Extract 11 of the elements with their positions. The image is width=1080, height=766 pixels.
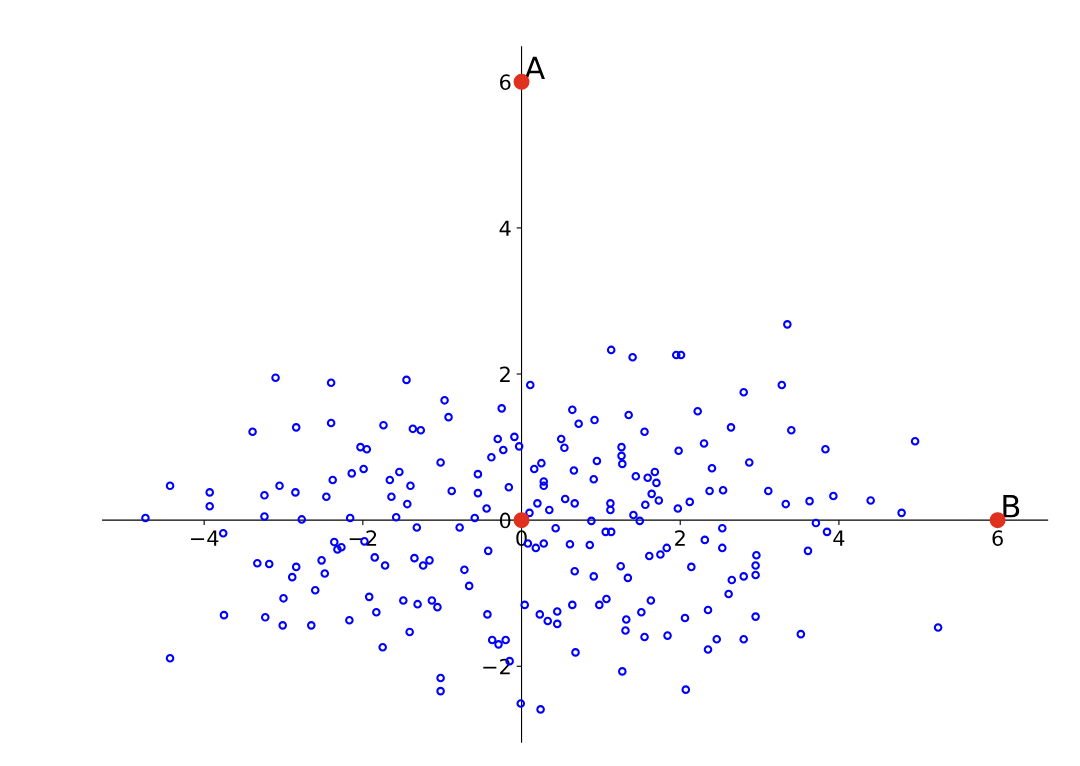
- x-tick-label: 6: [992, 530, 1003, 546]
- annotation: A: [524, 56, 545, 80]
- y-tick-label: −2: [483, 658, 510, 675]
- x-tick-label: 2: [675, 530, 685, 546]
- annotation: B: [1003, 495, 1020, 518]
- y-tick-label: 2: [500, 366, 510, 382]
- x-tick-label: −4: [191, 530, 219, 546]
- y-tick-label: 6: [500, 74, 511, 91]
- x-tick-label: 4: [833, 530, 845, 546]
- y-tick-label: 4: [499, 220, 511, 236]
- x-tick-label: −2: [349, 530, 377, 546]
